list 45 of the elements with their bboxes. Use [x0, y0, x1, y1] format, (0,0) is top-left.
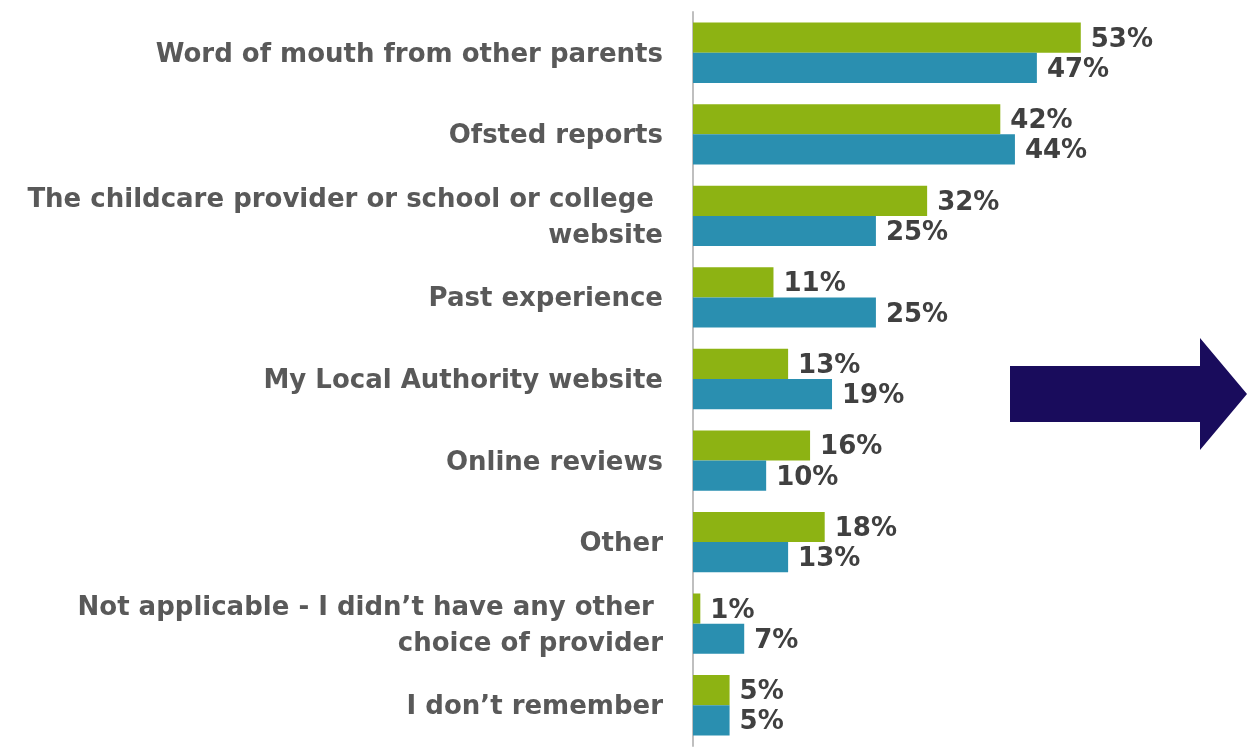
bar [693, 52, 1037, 83]
data-label: 1% [710, 593, 755, 624]
data-label: 13% [798, 542, 861, 573]
data-label: 5% [739, 675, 784, 706]
data-label: 11% [783, 267, 846, 298]
bar [693, 104, 1001, 135]
data-label: 7% [754, 623, 799, 654]
y-tick-label: I don’t remember [406, 690, 664, 721]
bar [693, 185, 928, 216]
data-label: 18% [834, 512, 897, 543]
bar [693, 22, 1081, 53]
y-tick-label: Past experience [428, 282, 663, 313]
bar [693, 542, 789, 573]
bar [693, 430, 811, 461]
y-tick-label: Word of mouth from other parents [155, 37, 663, 68]
bar [693, 215, 876, 247]
data-label: 53% [1090, 22, 1154, 53]
bar [693, 460, 767, 491]
bar [693, 511, 825, 543]
y-tick-label: Ofsted reports [448, 119, 663, 150]
bar [693, 297, 876, 328]
data-label: 25% [885, 215, 949, 246]
data-label: 44% [1024, 134, 1088, 165]
bar [693, 675, 730, 706]
bar [693, 134, 1015, 165]
y-tick-label: Other [579, 527, 664, 558]
bar [693, 593, 701, 624]
data-label: 42% [1010, 104, 1073, 135]
y-tick-label: Not applicable - I didn’t have any other choice of provider [77, 590, 664, 657]
bar [693, 379, 833, 410]
data-label: 13% [798, 348, 861, 379]
y-tick-label: My Local Authority website [263, 364, 663, 394]
data-label: 25% [885, 297, 949, 328]
bar [693, 348, 789, 379]
data-label: 10% [776, 460, 839, 491]
data-label: 47% [1046, 52, 1110, 83]
data-label: 19% [842, 379, 905, 410]
data-label: 5% [739, 705, 784, 736]
y-tick-label: Online reviews [445, 445, 663, 476]
bar [693, 623, 745, 654]
y-tick-label: The childcare provider or school or college website [27, 182, 663, 249]
data-label: 16% [820, 430, 883, 461]
data-label: 32% [937, 185, 1000, 216]
bar [693, 267, 774, 298]
bar [693, 705, 730, 736]
